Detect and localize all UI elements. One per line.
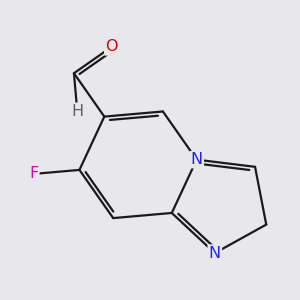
Text: O: O [105, 39, 118, 54]
Text: H: H [71, 104, 83, 119]
Text: F: F [29, 167, 38, 182]
Text: N: N [209, 246, 221, 261]
Text: N: N [190, 152, 203, 167]
